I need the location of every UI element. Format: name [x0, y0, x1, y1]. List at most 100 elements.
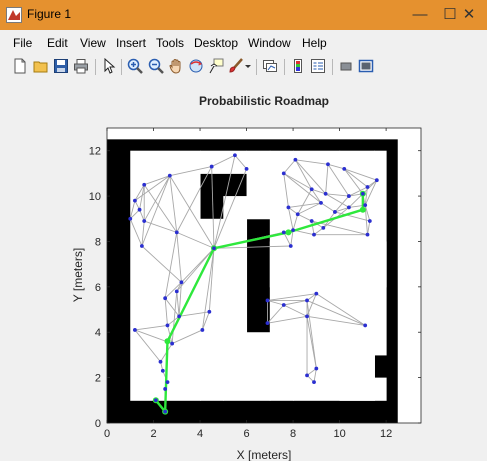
roadmap-edge: [364, 205, 371, 222]
roadmap-node: [163, 296, 168, 301]
matlab-figure-icon: [6, 7, 22, 23]
roadmap-node: [319, 200, 323, 205]
toolbar-separator: [95, 59, 96, 75]
menu-help[interactable]: Help: [302, 36, 327, 50]
roadmap-edge: [201, 311, 210, 331]
edit-plot-arrow-icon[interactable]: [101, 58, 117, 74]
roadmap-edge: [306, 300, 366, 326]
brush-menu-chevron-down-icon[interactable]: [244, 58, 252, 74]
roadmap-node: [174, 230, 179, 235]
roadmap-edge: [267, 293, 317, 301]
roadmap-node: [133, 328, 137, 332]
x-tick-label: 12: [380, 428, 392, 440]
roadmap-edge: [164, 297, 180, 317]
roadmap-edge: [343, 168, 368, 188]
roadmap-node: [321, 225, 326, 230]
maximize-button[interactable]: ☐: [443, 6, 457, 23]
close-button[interactable]: ✕: [462, 6, 476, 23]
roadmap-node: [312, 232, 316, 237]
roadmap-node: [281, 303, 286, 307]
minimize-button[interactable]: —: [412, 6, 428, 23]
menu-edit[interactable]: Edit: [47, 36, 68, 50]
roadmap-edge: [167, 315, 180, 326]
zoom-out-icon[interactable]: [148, 58, 164, 74]
roadmap-edge: [295, 159, 326, 195]
save-icon[interactable]: [53, 58, 69, 74]
roadmap-edge: [169, 166, 212, 177]
roadmap-node: [367, 219, 372, 223]
roadmap-node: [165, 323, 170, 328]
roadmap-edge: [139, 209, 145, 222]
menu-window[interactable]: Window: [248, 36, 291, 50]
roadmap-node: [167, 173, 172, 178]
roadmap-edge: [164, 281, 182, 299]
open-file-icon[interactable]: [33, 58, 49, 74]
roadmap-edge: [334, 195, 350, 213]
roadmap-edge: [325, 164, 329, 194]
roadmap-edge: [171, 329, 203, 344]
roadmap-node: [314, 366, 319, 371]
roadmap-node: [333, 210, 337, 214]
insert-legend-icon[interactable]: [310, 58, 326, 74]
chart-title: Probabilistic Roadmap: [199, 94, 329, 108]
roadmap-edge: [171, 291, 178, 344]
data-cursor-icon[interactable]: [208, 58, 224, 74]
roadmap-node: [163, 387, 168, 391]
new-figure-icon[interactable]: [12, 58, 28, 74]
roadmap-edge: [306, 300, 317, 369]
link-plot-icon[interactable]: [262, 58, 278, 74]
hide-plot-tools-icon[interactable]: [338, 58, 354, 74]
menu-view[interactable]: View: [80, 36, 106, 50]
roadmap-edge: [134, 329, 161, 363]
menu-insert[interactable]: Insert: [116, 36, 147, 50]
roadmap-edge: [288, 207, 298, 215]
menu-desktop[interactable]: Desktop: [194, 36, 239, 50]
roadmap-edge: [287, 207, 294, 231]
show-plot-tools-icon[interactable]: [358, 58, 374, 74]
roadmap-node: [281, 230, 286, 235]
y-tick-label: 12: [89, 146, 101, 158]
insert-colorbar-icon[interactable]: [290, 58, 306, 74]
path-waypoint: [285, 229, 292, 236]
roadmap-node: [305, 373, 309, 378]
menu-bar: File Edit View Insert Tools Desktop Wind…: [0, 34, 487, 54]
roadmap-edge: [176, 166, 213, 233]
free-space: [130, 150, 387, 401]
roadmap-edge: [297, 189, 313, 215]
print-icon[interactable]: [73, 58, 89, 74]
roadmap-node: [174, 289, 179, 294]
roadmap-node: [212, 246, 216, 251]
roadmap-node: [312, 380, 316, 385]
path-waypoint: [164, 338, 171, 345]
roadmap-plot[interactable]: 0 2 4 6 8 10 12 0 2 4 6 8 10 12 Probabilistic Roadmap…: [0, 80, 487, 461]
roadmap-node: [265, 321, 270, 326]
roadmap-edge: [134, 175, 171, 201]
roadmap-node: [163, 409, 168, 414]
roadmap-edge: [169, 175, 215, 249]
roadmap-edge: [143, 175, 171, 222]
roadmap-edge: [213, 155, 236, 249]
roadmap-edge: [292, 214, 299, 231]
roadmap-edge: [297, 213, 312, 222]
roadmap-edge: [178, 282, 182, 317]
menu-file[interactable]: File: [13, 36, 33, 50]
roadmap-edge: [313, 368, 317, 383]
roadmap-node: [288, 244, 293, 248]
roadmap-edge: [283, 304, 308, 317]
roadmap-edge: [144, 220, 177, 233]
rotate-3d-icon[interactable]: [188, 58, 204, 74]
y-tick-label: 6: [95, 282, 101, 294]
roadmap-node: [305, 298, 309, 303]
roadmap-node: [363, 203, 368, 208]
menu-tools[interactable]: Tools: [156, 36, 185, 50]
roadmap-edge: [283, 232, 292, 247]
roadmap-node: [142, 219, 147, 223]
roadmap-edge: [176, 247, 215, 292]
roadmap-edge: [129, 200, 136, 219]
roadmap-edge: [141, 175, 171, 247]
pan-hand-icon[interactable]: [168, 58, 184, 74]
roadmap-node: [265, 298, 270, 303]
roadmap-edge: [201, 248, 215, 331]
zoom-in-icon[interactable]: [127, 58, 143, 74]
brush-icon[interactable]: [228, 58, 244, 74]
